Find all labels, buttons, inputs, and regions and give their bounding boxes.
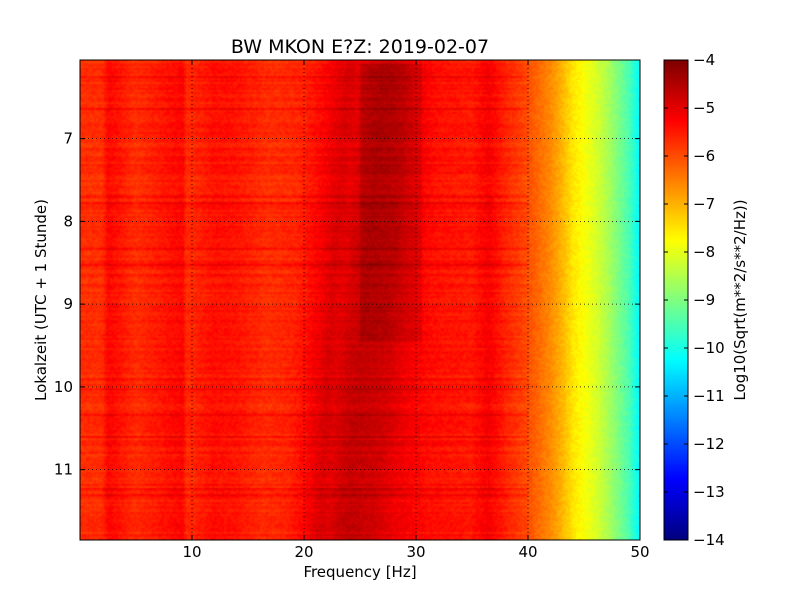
y-tick-label: 7 bbox=[63, 130, 73, 148]
colorbar-tick-label: −13 bbox=[693, 483, 725, 501]
colorbar-tick-label: −6 bbox=[693, 147, 715, 165]
spectrogram-heatmap bbox=[80, 60, 640, 540]
spectrogram-image bbox=[80, 60, 640, 540]
y-tick-label: 8 bbox=[63, 212, 73, 230]
x-tick-label: 30 bbox=[406, 543, 425, 561]
colorbar-ticks: −4 −5 −6 −7 −8 −9 −10 −11 −12 −13 −14 bbox=[664, 51, 725, 549]
colorbar-tick-label: −7 bbox=[693, 195, 715, 213]
plot-frame bbox=[79, 59, 641, 541]
y-tick-label: 9 bbox=[63, 295, 73, 313]
x-axis-label: Frequency [Hz] bbox=[303, 563, 416, 581]
colorbar-tick-label: −12 bbox=[693, 435, 725, 453]
grid-lines bbox=[80, 60, 640, 540]
colorbar-tick-label: −8 bbox=[693, 243, 715, 261]
y-axis-label: Lokalzeit (UTC + 1 Stunde) bbox=[32, 199, 50, 401]
colorbar-tick-label: −10 bbox=[693, 339, 725, 357]
y-tick-label: 10 bbox=[54, 378, 73, 396]
x-axis-ticks: 10 20 30 40 50 bbox=[182, 60, 650, 561]
colorbar-tick-label: −11 bbox=[693, 387, 725, 405]
colorbar: −4 −5 −6 −7 −8 −9 −10 −11 −12 −13 −14 Log10(Sqrt(m… bbox=[663, 51, 749, 549]
chart-title: BW MKON E?Z: 2019-02-07 bbox=[231, 36, 489, 58]
y-axis-ticks: 7 8 9 10 11 bbox=[54, 130, 640, 479]
colorbar-tick-label: −14 bbox=[693, 531, 725, 549]
x-tick-label: 50 bbox=[630, 543, 649, 561]
colorbar-label: Log10(Sqrt(m**2/s**2/Hz)) bbox=[731, 199, 749, 400]
colorbar-tick-label: −4 bbox=[693, 51, 715, 69]
y-tick-label: 11 bbox=[54, 461, 73, 479]
x-tick-label: 20 bbox=[294, 543, 313, 561]
colorbar-tick-label: −5 bbox=[693, 99, 715, 117]
x-tick-label: 10 bbox=[182, 543, 201, 561]
x-tick-label: 40 bbox=[518, 543, 537, 561]
colorbar-tick-label: −9 bbox=[693, 291, 715, 309]
